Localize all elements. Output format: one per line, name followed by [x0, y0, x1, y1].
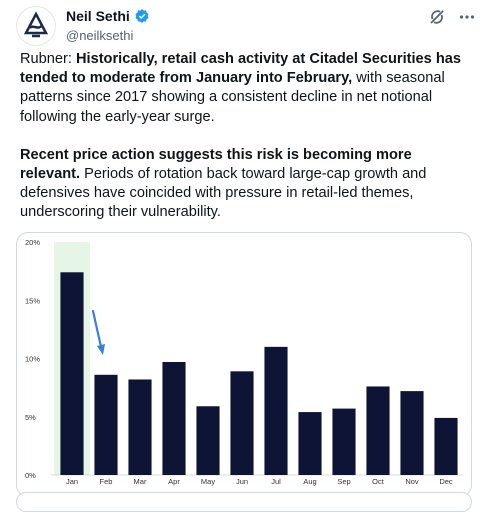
x-tick-label: Dec [439, 477, 453, 486]
p1-bold: Historically, retail cash activity at Ci… [20, 51, 461, 87]
x-tick-label: Mar [134, 477, 147, 486]
logo-icon [18, 8, 54, 44]
bar-oct [366, 386, 390, 475]
grok-icon[interactable] [428, 8, 446, 26]
seasonal-bar-chart: 0% 5% 10% 15% 20% Jan Feb Mar Apr May Jun Jul Aug Sep… [25, 238, 463, 486]
more-icon[interactable] [458, 8, 476, 26]
bar-jan [60, 272, 84, 475]
x-tick-label: Aug [303, 477, 316, 486]
arrow-shaft [91, 309, 103, 351]
next-card[interactable] [16, 492, 472, 512]
avatar[interactable] [16, 6, 56, 46]
bar-feb [94, 374, 118, 475]
media-card[interactable]: 0% 5% 10% 15% 20% Jan Feb Mar Apr May Jun Jul Aug Sep… [16, 232, 472, 497]
y-tick-label: 15% [25, 296, 40, 305]
y-tick-label: 20% [25, 238, 40, 247]
post-paragraph-2: Recent price action suggests this risk i… [20, 146, 470, 223]
bar-may [196, 406, 220, 475]
p1-rest: with seasonal patterns since 2017 showin… [20, 70, 445, 125]
bar-dec [434, 417, 458, 475]
x-tick-label: Apr [168, 477, 180, 486]
x-tick-label: Jan [66, 477, 78, 486]
x-tick-label: Nov [405, 477, 419, 486]
post-paragraph-1: Rubner: Historically, retail cash activi… [20, 50, 470, 127]
post-text: Rubner: Historically, retail cash activi… [20, 50, 470, 242]
arrow-head [97, 344, 105, 355]
x-tick-label: Feb [100, 477, 113, 486]
bar-sep [332, 408, 356, 475]
x-tick-label: Jun [236, 477, 248, 486]
x-tick-label: Oct [372, 477, 385, 486]
p2-rest: Periods of rotation back toward large-ca… [20, 166, 427, 221]
y-tick-label: 0% [25, 471, 36, 480]
bar-jul [264, 346, 288, 475]
author-handle[interactable]: @neilksethi [66, 28, 134, 43]
author-name[interactable]: Neil Sethi [66, 8, 130, 24]
p2-bold: Recent price action suggests this risk i… [20, 146, 412, 183]
x-tick-label: Jul [271, 477, 281, 486]
verified-badge-icon [135, 9, 149, 23]
y-tick-label: 10% [25, 355, 40, 364]
bar-nov [400, 391, 424, 475]
bar-mar [128, 379, 152, 475]
x-tick-label: Sep [337, 477, 350, 486]
bar-jun [230, 371, 254, 475]
bar-aug [298, 412, 322, 475]
p1-prefix: Rubner: [20, 51, 76, 67]
post-header: Neil Sethi @neilksethi [16, 6, 476, 50]
y-tick-label: 5% [25, 413, 36, 422]
x-tick-label: May [201, 477, 215, 486]
bar-apr [162, 361, 186, 475]
